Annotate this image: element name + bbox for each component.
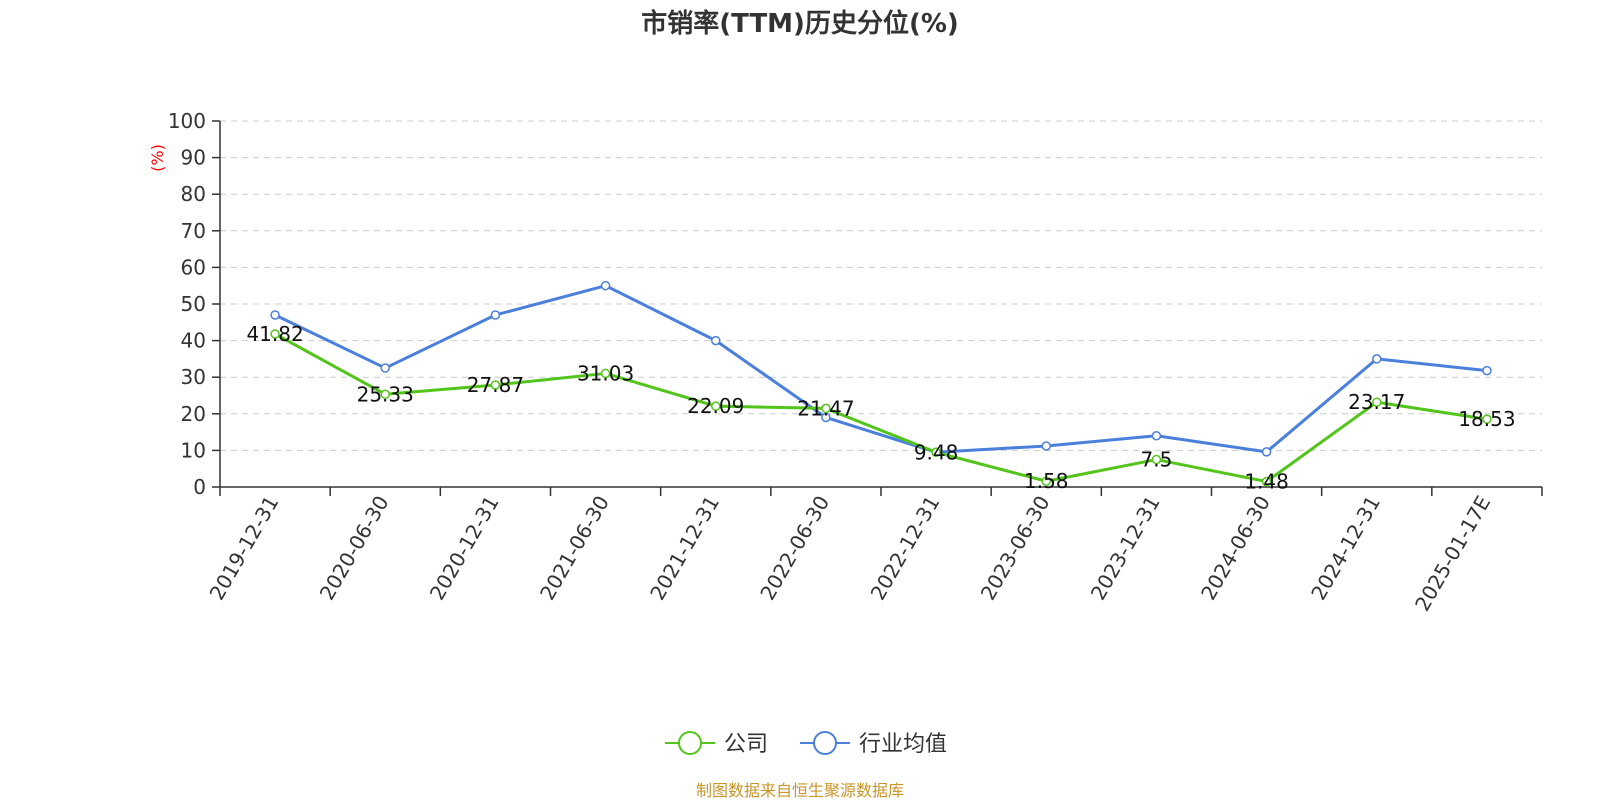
y-tick-label: 40: [181, 329, 206, 353]
y-tick-label: 20: [181, 402, 206, 426]
data-label: 18.53: [1458, 407, 1515, 431]
x-tick-label: 2019-12-31: [205, 492, 284, 605]
legend-marker: [678, 731, 702, 755]
chart-title: 市销率(TTM)历史分位(%): [641, 8, 959, 39]
data-label: 23.17: [1348, 390, 1405, 414]
data-point: [1041, 441, 1051, 451]
grid-lines: [220, 120, 1542, 451]
data-point: [711, 335, 721, 346]
data-point: [1372, 397, 1382, 407]
data-label: 25.33: [357, 382, 414, 406]
data-point: [1151, 454, 1162, 465]
x-tick-label: 2021-06-30: [535, 492, 614, 605]
y-tick-label: 30: [181, 365, 206, 389]
data-point: [711, 401, 721, 411]
legend: 公司 行业均值: [665, 731, 947, 757]
data-point: [600, 280, 611, 291]
data-point: [821, 403, 831, 414]
data-label: 31.03: [577, 361, 634, 385]
x-tick-label: 2022-12-31: [866, 491, 945, 604]
y-tick-label: 70: [181, 219, 206, 243]
data-point: [1372, 354, 1382, 364]
x-tick-label: 2022-06-30: [755, 492, 834, 605]
x-tick-label: 2020-12-31: [425, 491, 504, 604]
data-point: [931, 447, 941, 458]
data-point: [380, 389, 390, 400]
data-label: 1.58: [1024, 469, 1069, 493]
x-tick-label: 2021-12-31: [645, 492, 724, 605]
data-label: 41.82: [246, 322, 303, 346]
legend-label: 公司: [724, 732, 768, 757]
x-tick-label: 2023-12-31: [1086, 492, 1165, 605]
data-point: [490, 310, 501, 320]
data-point: [380, 363, 390, 373]
legend-label: 行业均值: [859, 732, 947, 757]
data-point: [1482, 365, 1492, 376]
x-tick-label: 2025-01-17E: [1410, 492, 1495, 616]
data-point: [1261, 476, 1272, 487]
y-tick-label: 90: [181, 146, 206, 170]
x-tick-label: 2020-06-30: [315, 492, 394, 605]
data-label: 27.87: [467, 373, 524, 397]
data-point: [1482, 414, 1492, 424]
data-point: [270, 310, 280, 320]
data-label: 22.09: [687, 394, 744, 418]
series-line: [274, 332, 1488, 484]
source-note: 制图数据来自恒生聚源数据库: [696, 781, 904, 800]
data-label: 1.48: [1244, 470, 1289, 494]
data-point: [821, 412, 831, 423]
data-point: [600, 368, 611, 379]
data-point: [1041, 476, 1051, 486]
y-tick-label: 80: [181, 182, 206, 206]
data-point: [270, 329, 280, 339]
data-label: 7.5: [1141, 448, 1173, 472]
y-tick-label: 0: [193, 475, 206, 499]
x-tick-label: 2024-06-30: [1196, 492, 1275, 605]
data-point: [490, 380, 501, 390]
y-tick-label: 60: [181, 255, 206, 279]
y-tick-label: 100: [168, 109, 206, 133]
y-axis-unit: (%): [148, 144, 167, 172]
series-lines: [270, 280, 1492, 487]
data-point: [1151, 431, 1162, 441]
data-labels: 41.82 25.33 27.87 31.03 22.09 21.47 9.48 1.58 7.…: [246, 322, 1515, 494]
data-label: 21.47: [797, 396, 854, 420]
x-tick-label: 2023-06-30: [976, 492, 1055, 605]
data-point: [1261, 447, 1272, 457]
x-tick-label: 2024-12-31: [1306, 492, 1385, 605]
y-tick-label: 50: [181, 292, 206, 316]
y-tick-label: 10: [181, 438, 206, 462]
series-line: [274, 284, 1488, 454]
legend-marker: [813, 731, 837, 755]
data-label: 9.48: [914, 440, 959, 464]
